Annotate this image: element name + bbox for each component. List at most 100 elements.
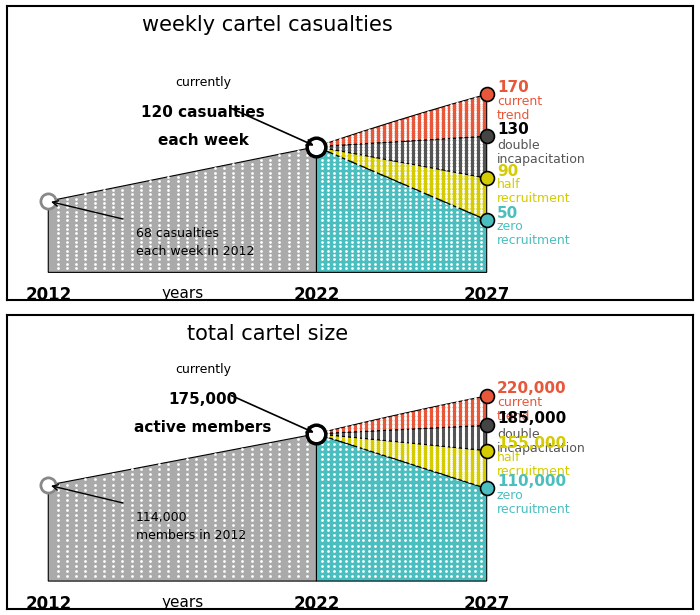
Point [316, 263, 328, 273]
Point [422, 415, 433, 424]
Point [440, 490, 452, 499]
Point [181, 237, 193, 247]
Point [422, 198, 433, 208]
Point [463, 571, 475, 581]
Point [422, 556, 433, 566]
Point [405, 434, 416, 443]
Point [370, 438, 381, 448]
Point [469, 412, 480, 422]
Point [153, 530, 164, 540]
Point [393, 175, 404, 184]
Point [370, 446, 381, 456]
Polygon shape [48, 434, 316, 581]
Point [256, 168, 267, 178]
Point [416, 224, 428, 234]
Point [117, 520, 128, 530]
Point [328, 189, 339, 199]
Point [323, 546, 334, 555]
Point [61, 541, 72, 550]
Point [328, 500, 339, 510]
Point [458, 416, 469, 426]
Point [328, 561, 339, 571]
Point [352, 146, 363, 156]
Point [428, 167, 440, 177]
Point [452, 143, 463, 153]
Point [358, 541, 369, 550]
Point [364, 194, 375, 204]
Point [358, 138, 369, 148]
Point [370, 417, 381, 427]
Point [452, 424, 463, 434]
Point [352, 185, 363, 195]
Point [364, 224, 375, 234]
Point [416, 259, 428, 269]
Point [463, 470, 475, 480]
Point [370, 129, 381, 139]
Point [382, 428, 393, 438]
Point [458, 127, 469, 137]
Point [370, 149, 381, 159]
Point [440, 430, 452, 440]
Point [107, 211, 118, 221]
Point [434, 404, 445, 414]
Point [475, 546, 486, 555]
Point [440, 157, 452, 167]
Point [452, 411, 463, 421]
Point [458, 184, 469, 194]
Point [393, 194, 404, 204]
Point [434, 421, 445, 431]
Point [163, 525, 174, 535]
Point [434, 551, 445, 561]
Point [463, 97, 475, 106]
Point [107, 228, 118, 238]
Point [405, 429, 416, 439]
Point [364, 232, 375, 242]
Point [246, 242, 258, 252]
Point [274, 454, 285, 464]
Point [416, 151, 428, 161]
Point [61, 500, 72, 510]
Point [428, 157, 440, 167]
Point [61, 224, 72, 234]
Point [475, 556, 486, 566]
Point [469, 146, 480, 156]
Point [428, 450, 440, 459]
Point [440, 172, 452, 182]
Point [328, 242, 339, 252]
Point [302, 500, 313, 510]
Point [323, 189, 334, 199]
Point [411, 510, 422, 520]
Point [302, 490, 313, 499]
Point [352, 246, 363, 256]
Point [463, 187, 475, 197]
Point [126, 202, 137, 212]
Point [228, 546, 239, 555]
Point [434, 427, 445, 437]
Point [200, 571, 211, 581]
Point [434, 510, 445, 520]
Point [364, 150, 375, 160]
Point [440, 424, 452, 434]
Point [416, 453, 428, 463]
Point [387, 237, 398, 247]
Point [458, 444, 469, 454]
Point [370, 454, 381, 464]
Point [61, 250, 72, 260]
Point [393, 431, 404, 441]
Point [469, 202, 480, 212]
Point [352, 475, 363, 485]
Point [370, 551, 381, 561]
Point [411, 430, 422, 440]
Point [411, 459, 422, 469]
Point [335, 185, 346, 195]
Point [446, 442, 457, 452]
Point [323, 490, 334, 499]
Point [440, 446, 452, 456]
Point [434, 160, 445, 170]
Point [364, 207, 375, 216]
Point [335, 237, 346, 247]
Point [452, 118, 463, 128]
Point [428, 129, 440, 139]
Point [358, 207, 369, 216]
Point [107, 202, 118, 212]
